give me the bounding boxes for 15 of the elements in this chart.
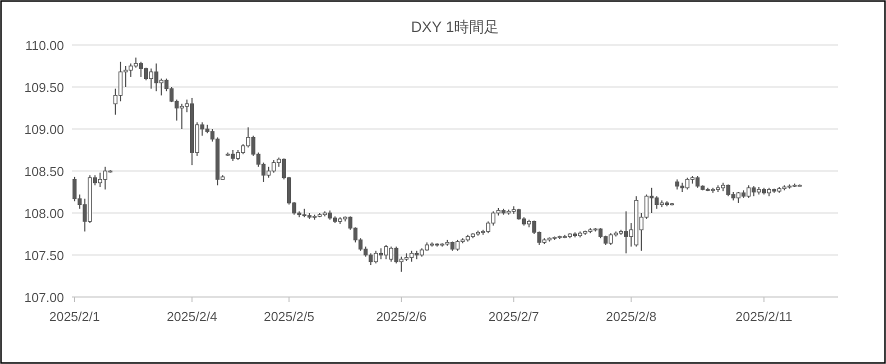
x-tick-label: 2025/2/4	[166, 309, 218, 324]
x-tick-label: 2025/2/5	[264, 309, 314, 324]
x-tick-label: 2025/2/1	[49, 309, 100, 324]
y-tick-label: 109.00	[24, 122, 64, 137]
x-tick-label: 2025/2/6	[376, 309, 427, 324]
chart-title: DXY 1時間足	[410, 19, 500, 36]
x-tick-label: 2025/2/8	[606, 309, 656, 324]
y-tick-label: 107.00	[24, 290, 64, 305]
x-tick-label: 2025/2/7	[488, 309, 540, 324]
y-tick-label: 108.00	[24, 206, 64, 221]
y-tick-label: 107.50	[24, 248, 64, 263]
x-tick-label: 2025/2/11	[736, 309, 792, 324]
y-tick-label: 108.50	[24, 164, 64, 179]
y-tick-label: 110.00	[25, 38, 64, 53]
y-tick-label: 109.50	[24, 80, 64, 95]
